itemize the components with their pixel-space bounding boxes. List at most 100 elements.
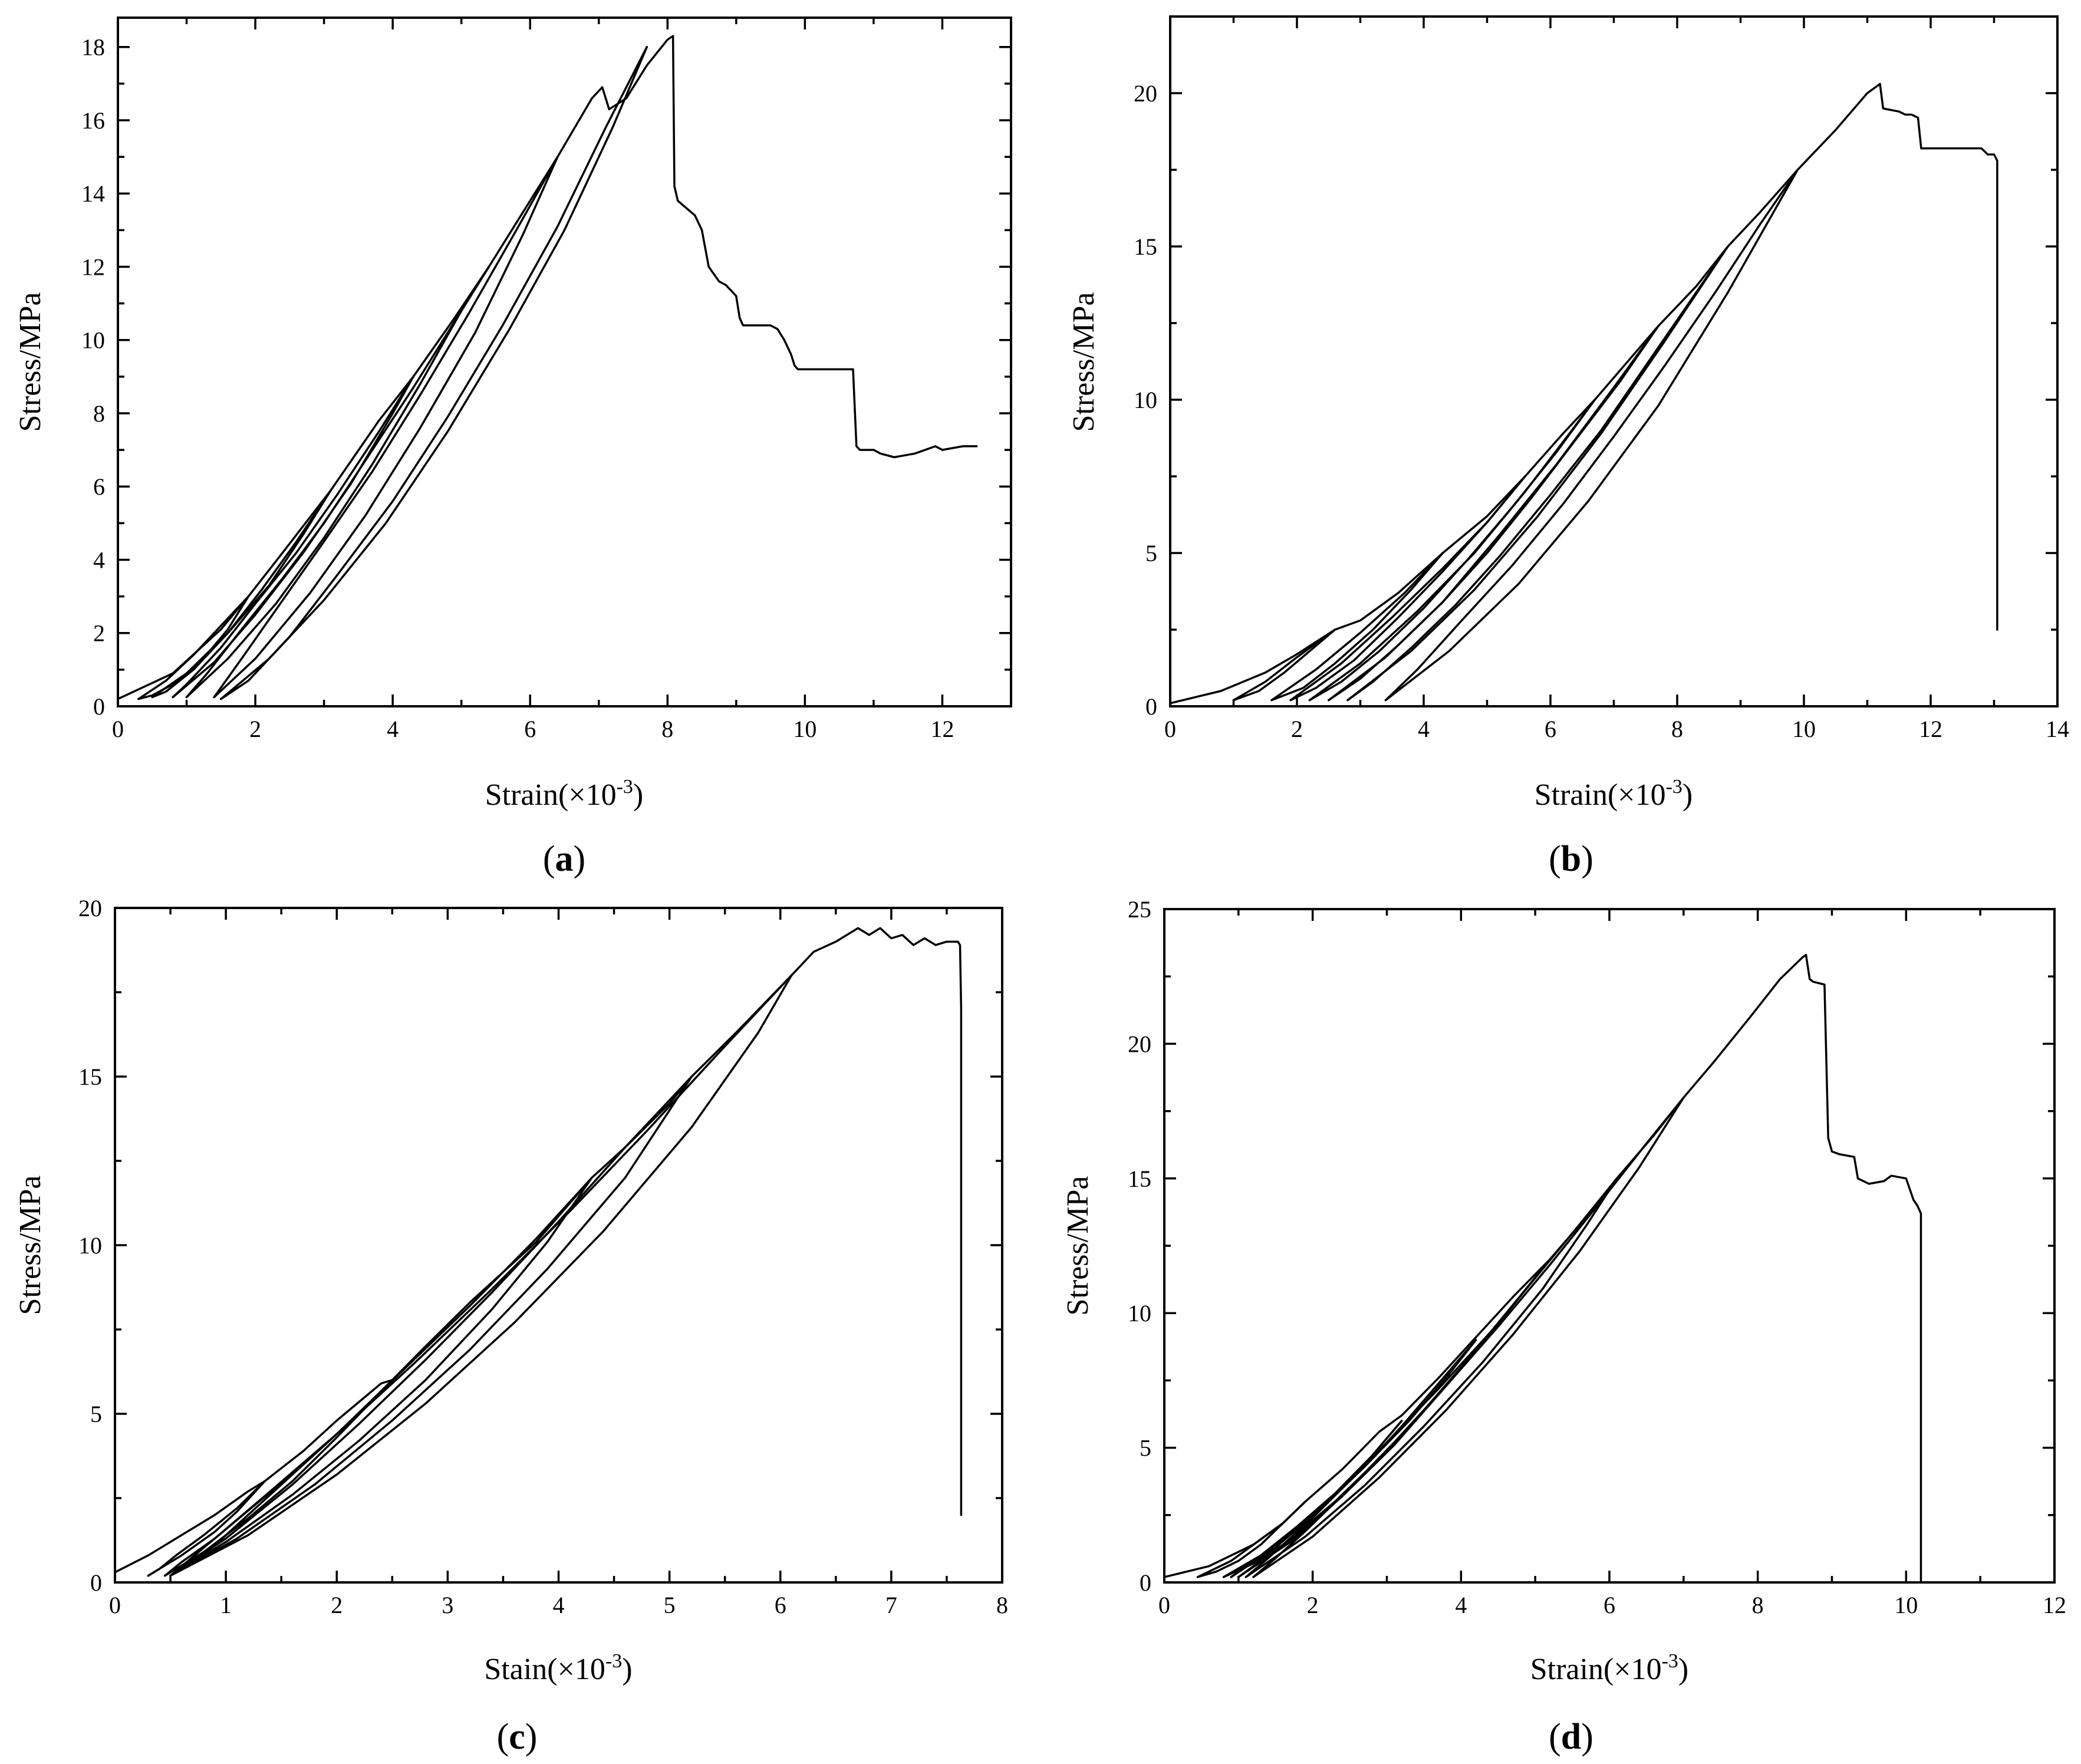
chart-d-series-unload-6	[1252, 1097, 1685, 1578]
chart-a-y-tick-label: 16	[81, 107, 105, 134]
chart-c-y-axis-title: Stress/MPa	[14, 1176, 47, 1315]
chart-b-x-tick-label: 6	[1545, 716, 1556, 742]
chart-c-x-tick-label: 2	[331, 1592, 343, 1618]
chart-c-series-reload-3	[169, 1176, 593, 1577]
chart-b-series-reload-4	[1308, 399, 1596, 702]
chart-a-y-tick-label: 4	[93, 547, 105, 573]
panel-a: 0 2 4 6 8 10 12 0 2 4 6 8 10 12 14 16 18 Strain(×10-3) S…	[0, 0, 1040, 882]
chart-c-x-tick-label: 6	[775, 1592, 786, 1618]
chart-a-y-tick-label: 10	[81, 327, 105, 354]
chart-d-series-reload-2	[1222, 1420, 1403, 1578]
chart-a-y-tick-label: 0	[93, 693, 105, 720]
chart-a-series-reload-2	[151, 489, 332, 699]
chart-a-y-tick-label: 8	[93, 400, 105, 427]
chart-c-series-unload-2	[163, 1379, 394, 1577]
chart-b-series-unload-2	[1270, 552, 1444, 702]
chart-d-series-post-peak	[1805, 953, 1922, 1584]
chart-c-series-reload-4	[169, 1075, 693, 1577]
chart-a-x-tick-label: 8	[661, 716, 673, 742]
chart-c-y-tick-label: 5	[90, 1401, 102, 1427]
chart-c-series-reload-2	[163, 1379, 394, 1577]
panel-c: 0 1 2 3 4 5 6 7 8 0 5 10 15 20 Stain(×10-3) Stress/MP…	[0, 882, 1040, 1764]
chart-d-series-reload-6	[1252, 1097, 1685, 1578]
chart-c-y-tick-label: 0	[90, 1569, 102, 1596]
chart-c-y-tick-label: 15	[78, 1064, 102, 1090]
chart-a-series-reload-3	[172, 376, 414, 699]
chart-c-x-tick-label: 7	[885, 1592, 897, 1618]
chart-c-x-tick-label: 5	[664, 1592, 676, 1618]
chart-b-series-reload-2	[1270, 552, 1444, 702]
chart-a-data	[117, 35, 978, 700]
chart-a-ticks: 0 2 4 6 8 10 12 0 2 4 6 8 10 12 14 16 18	[81, 18, 1011, 742]
chart-a-series-unload-4	[185, 265, 490, 699]
chart-d-x-tick-label: 8	[1752, 1592, 1764, 1618]
chart-b-series-reload-3	[1289, 475, 1526, 702]
chart-a-series-reload-1	[137, 595, 250, 700]
chart-c-ticks: 0 1 2 3 4 5 6 7 8 0 5 10 15 20	[78, 895, 1008, 1618]
chart-b-series-unload-6	[1346, 245, 1729, 702]
chart-a-series-post-peak	[671, 35, 978, 459]
chart-d-x-tick-label: 4	[1455, 1592, 1467, 1618]
chart-d-x-tick-label: 10	[1894, 1592, 1918, 1618]
chart-a-panel-label: (a)	[543, 839, 585, 879]
chart-d-y-tick-label: 20	[1128, 1031, 1151, 1057]
chart-d-svg: 0 2 4 6 8 10 12 0 5 10 15 20 25 Strain(×10-3) Stress…	[1061, 896, 2066, 1757]
chart-c-series-unload-3	[169, 1176, 593, 1577]
chart-a-series-reload-6	[220, 45, 648, 700]
chart-b-y-tick-label: 10	[1134, 387, 1157, 413]
chart-b-plot-frame	[1169, 15, 2059, 707]
chart-c-plot-frame	[114, 907, 1003, 1584]
chart-c-x-tick-label: 8	[996, 1592, 1008, 1618]
chart-b-series-reload-6	[1346, 245, 1729, 702]
chart-d-data	[1163, 953, 1922, 1584]
chart-c-data	[114, 927, 963, 1577]
chart-a-x-tick-label: 12	[930, 716, 954, 742]
panel-b: 0 2 4 6 8 10 12 14 0 5 10 15 20 Strain(×10-3) Stress…	[1040, 0, 2081, 882]
chart-a-x-tick-label: 6	[524, 716, 536, 742]
chart-b-y-axis-title: Stress/MPa	[1067, 292, 1101, 432]
chart-d-y-axis-title: Stress/MPa	[1061, 1176, 1095, 1316]
chart-d-x-tick-label: 0	[1158, 1592, 1170, 1618]
chart-c-series-drop	[957, 940, 963, 1516]
chart-b-series-loading	[1169, 83, 1881, 705]
chart-b-y-tick-label: 20	[1134, 80, 1157, 107]
chart-b-x-tick-label: 10	[1792, 716, 1816, 742]
chart-d-y-tick-label: 10	[1128, 1300, 1151, 1327]
chart-b-series-unload-7	[1384, 169, 1799, 702]
chart-c-y-tick-label: 10	[78, 1232, 102, 1259]
chart-d-y-tick-label: 5	[1140, 1435, 1151, 1462]
chart-b-svg: 0 2 4 6 8 10 12 14 0 5 10 15 20 Strain(×10-3) Stress…	[1067, 15, 2069, 879]
chart-a-x-tick-label: 0	[112, 716, 124, 742]
chart-a-series-loading	[117, 35, 674, 700]
chart-c-x-axis-title: Stain(×10-3)	[484, 1650, 632, 1686]
chart-c-series-unload-4	[169, 1075, 693, 1577]
chart-b-x-tick-label: 2	[1291, 716, 1303, 742]
chart-b-series-reload-5	[1328, 325, 1659, 702]
chart-c-x-tick-label: 3	[442, 1592, 453, 1618]
chart-c-series-loading	[114, 927, 959, 1574]
chart-a-y-axis-title: Stress/MPa	[14, 292, 47, 432]
chart-a-series-unload-3	[172, 376, 414, 699]
chart-c-x-tick-label: 0	[109, 1592, 121, 1618]
chart-c-svg: 0 1 2 3 4 5 6 7 8 0 5 10 15 20 Stain(×10-3) Stress/MP…	[14, 895, 1008, 1757]
panel-d: 0 2 4 6 8 10 12 0 5 10 15 20 25 Strain(×10-3) Stress…	[1040, 882, 2081, 1764]
chart-d-x-tick-label: 6	[1603, 1592, 1615, 1618]
chart-d-series-unload-2	[1222, 1420, 1403, 1578]
chart-b-series-unload-1	[1232, 628, 1336, 702]
chart-a-series-unload-2	[151, 489, 332, 699]
chart-c-panel-label: (c)	[497, 1717, 538, 1757]
chart-c-series-reload-1	[147, 1480, 266, 1577]
chart-b-x-tick-label: 4	[1418, 716, 1430, 742]
chart-a-y-tick-label: 6	[93, 473, 105, 500]
chart-d-plot-frame	[1163, 908, 2056, 1584]
chart-c-series-unload-5	[169, 974, 793, 1577]
chart-c-x-tick-label: 1	[220, 1592, 232, 1618]
chart-c-series-reload-5	[169, 974, 793, 1577]
chart-b-y-tick-label: 0	[1145, 693, 1157, 720]
chart-a-svg: 0 2 4 6 8 10 12 0 2 4 6 8 10 12 14 16 18 Strain(×10-3) S…	[14, 17, 1012, 879]
chart-d-x-tick-label: 12	[2043, 1592, 2066, 1618]
chart-c-x-tick-label: 4	[553, 1592, 565, 1618]
chart-d-series-reload-1	[1196, 1500, 1306, 1578]
chart-a-series-reload-4	[185, 265, 490, 699]
